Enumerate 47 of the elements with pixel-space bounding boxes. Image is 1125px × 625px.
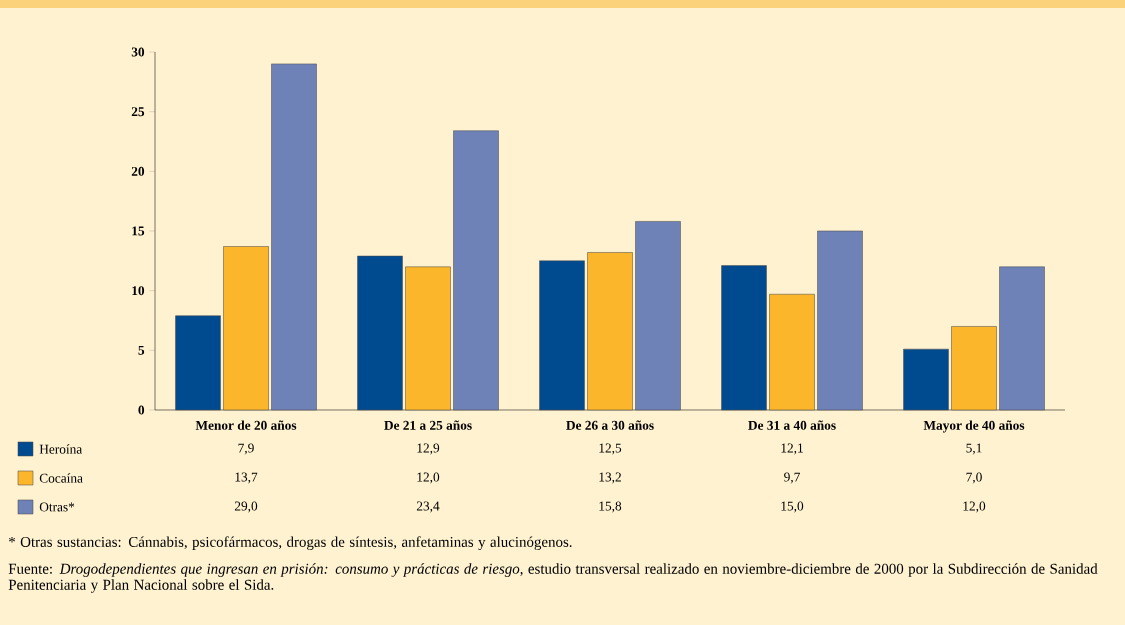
data-label: 5,1 [966,443,982,455]
data-label: 15,0 [781,501,804,513]
data-label: 15,8 [599,501,622,513]
bar [769,293,815,411]
y-tick-label: 20 [131,166,145,176]
x-tick-label: Mayor de 40 años [923,420,1025,433]
bar [357,255,403,411]
bar [223,246,269,411]
y-tick-label: 10 [132,286,145,296]
bar [951,326,997,411]
bar [903,348,949,411]
legend-label: Heroína [39,444,83,454]
legend-label: Otras* [39,502,75,512]
bar [587,252,633,411]
data-label: 29,0 [234,501,258,513]
data-label: 23,4 [416,501,440,513]
bar [721,265,767,411]
x-tick-label: Menor de 20 años [195,420,297,430]
text: * Otras sustancias: Cánnabis, psicofármacos, drogas de síntesis, anfetaminas y alucinógenos. [9,536,572,550]
y-tick-label: 5 [138,345,145,355]
bar [175,315,221,411]
bar [635,221,681,411]
bar [405,266,451,411]
x-tick-label: De 26 a 30 años [566,420,654,430]
data-label: 13,2 [599,472,621,484]
text: Fuente: Drogodependientes que ingresan en prisión: consumo y prácticas de riesgo, estudio transversal realizado en noviembre-diciembre de 2000 por la Subdirección de Sanidad Penitenciaria y Plan Nacional sobre el Sida. [8,563,1098,593]
data-label: 7,9 [238,443,254,455]
x-tick-label: De 21 a 25 años [384,420,472,430]
data-label: 12,9 [417,443,440,455]
y-tick-label: 0 [138,405,145,415]
bar [539,260,585,411]
data-label: 12,5 [599,443,622,455]
legend-label: Cocaína [39,473,83,483]
data-label: 12,1 [781,443,803,455]
data-label: 13,7 [235,472,258,484]
bar [999,266,1045,411]
data-label: 12,0 [417,472,440,484]
bar [817,230,863,411]
y-tick-label: 25 [131,107,145,117]
bar [453,130,499,411]
bar [271,63,317,411]
y-tick-label: 30 [131,47,145,57]
y-tick-label: 15 [132,226,145,236]
data-label: 12,0 [963,501,986,513]
x-tick-label: De 31 a 40 años [748,420,836,430]
data-label: 9,7 [784,472,800,484]
data-label: 7,0 [966,472,982,484]
